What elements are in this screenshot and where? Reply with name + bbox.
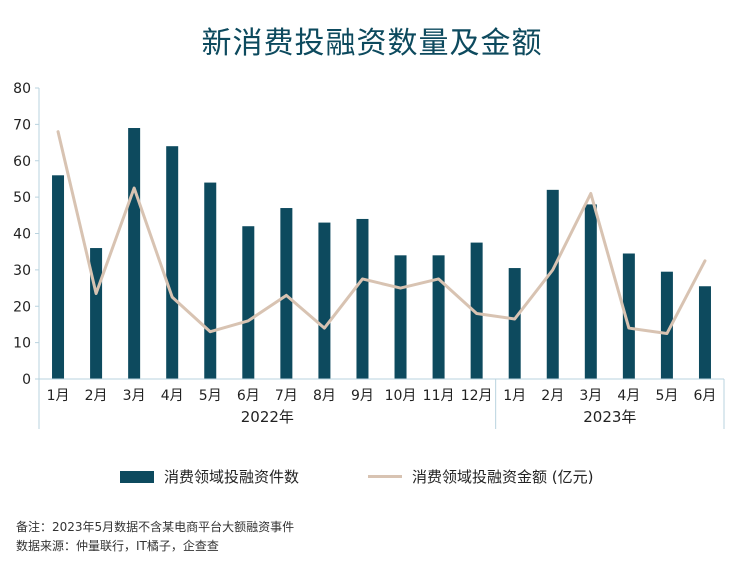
- x-tick-label: 4月: [617, 388, 640, 404]
- legend-item-line: 消费领域投融资金额 (亿元): [368, 466, 593, 487]
- bar: [470, 242, 483, 379]
- footnote-note: 备注：2023年5月数据不含某电商平台大额融资事件: [16, 520, 295, 534]
- x-tick-label: 5月: [655, 388, 678, 404]
- bar: [660, 271, 673, 379]
- bar: [622, 253, 635, 379]
- x-tick-label: 1月: [47, 388, 70, 404]
- legend-label-bar: 消费领域投融资件数: [164, 468, 300, 486]
- x-tick-label: 6月: [694, 388, 717, 404]
- bar: [242, 226, 255, 379]
- y-tick-label: 20: [13, 299, 31, 315]
- x-tick-label: 7月: [275, 388, 298, 404]
- bar: [166, 146, 179, 379]
- legend-swatch-bar: [120, 470, 154, 483]
- group-label: 2022年: [241, 408, 294, 426]
- bar: [90, 248, 103, 379]
- x-tick-label: 10月: [385, 388, 417, 404]
- bar: [204, 182, 217, 379]
- y-tick-label: 30: [13, 263, 31, 279]
- bar: [318, 222, 331, 379]
- x-tick-label: 3月: [123, 388, 146, 404]
- bar: [698, 286, 711, 379]
- x-tick-label: 2月: [541, 388, 564, 404]
- y-tick-label: 50: [13, 190, 31, 206]
- x-tick-label: 2月: [85, 388, 108, 404]
- bar: [394, 255, 407, 379]
- bar: [546, 189, 559, 379]
- bar: [128, 128, 141, 379]
- x-tick-label: 3月: [579, 388, 602, 404]
- group-label: 2023年: [583, 408, 636, 426]
- y-tick-label: 80: [13, 81, 31, 97]
- y-tick-label: 0: [22, 372, 31, 388]
- legend-item-bar: 消费领域投融资件数: [120, 466, 299, 487]
- y-tick-label: 70: [13, 117, 31, 133]
- bar: [584, 204, 597, 379]
- y-tick-label: 60: [13, 154, 31, 170]
- legend: 消费领域投融资件数 消费领域投融资金额 (亿元): [0, 466, 744, 488]
- series-line: [56, 130, 707, 336]
- bar: [356, 218, 369, 379]
- x-tick-label: 6月: [237, 388, 260, 404]
- x-tick-label: 5月: [199, 388, 222, 404]
- x-tick-label: 1月: [503, 388, 526, 404]
- bar: [508, 268, 521, 379]
- legend-label-line: 消费领域投融资金额 (亿元): [412, 468, 594, 486]
- bar: [432, 255, 445, 379]
- y-tick-label: 10: [13, 336, 31, 352]
- footnote-source: 数据来源：仲量联行，IT橘子，企查查: [16, 539, 219, 553]
- x-tick-label: 4月: [161, 388, 184, 404]
- x-tick-label: 11月: [423, 388, 455, 404]
- x-tick-label: 8月: [313, 388, 336, 404]
- x-tick-label: 12月: [461, 388, 493, 404]
- chart-title: 新消费投融资数量及金额: [201, 26, 543, 61]
- x-tick-label: 9月: [351, 388, 374, 404]
- y-tick-label: 40: [13, 227, 31, 243]
- legend-swatch-line: [368, 475, 402, 478]
- bar: [280, 208, 293, 379]
- bar: [52, 175, 65, 379]
